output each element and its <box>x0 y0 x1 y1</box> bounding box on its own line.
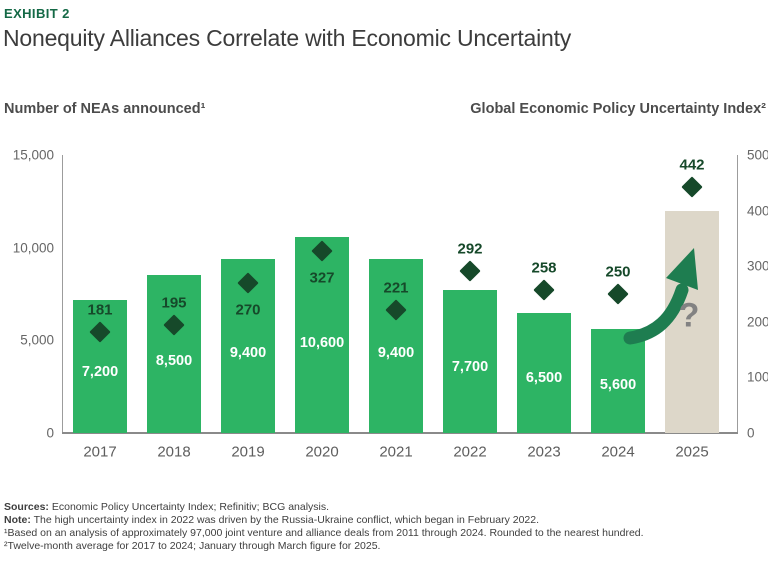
index-value-2024: 250 <box>605 263 631 281</box>
bar-value-2021: 9,400 <box>377 344 415 361</box>
bar-value-2018: 8,500 <box>155 352 193 369</box>
index-value-2022: 292 <box>457 240 483 258</box>
right-axis-line <box>737 155 738 433</box>
index-marker-2023-diamond-icon <box>533 278 555 301</box>
left-axis-line <box>62 155 63 433</box>
index-marker-2022-diamond-icon <box>459 260 481 282</box>
exhibit-label: EXHIBIT 2 <box>4 6 70 21</box>
bar-value-2022: 7,700 <box>451 359 489 376</box>
x-axis-label-2023: 2023 <box>527 443 561 461</box>
x-axis-label-2025: 2025 <box>675 443 709 461</box>
index-value-2023: 258 <box>531 259 557 277</box>
bar-2021 <box>369 258 423 433</box>
bar-2018 <box>147 275 201 433</box>
x-axis-line <box>62 432 738 434</box>
bar-2024 <box>591 329 645 433</box>
right-axis-tick-500: 500 <box>747 147 768 163</box>
x-axis-label-2022: 2022 <box>453 443 487 461</box>
right-axis-tick-100: 100 <box>747 369 768 385</box>
x-axis-label-2024: 2024 <box>601 443 635 461</box>
bar-2023 <box>517 312 571 433</box>
right-axis-title: Global Economic Policy Uncertainty Index… <box>470 101 766 117</box>
index-value-2021: 221 <box>383 279 409 297</box>
left-axis-tick-5,000: 5,000 <box>20 332 54 348</box>
index-value-2017: 181 <box>87 301 113 319</box>
index-marker-2025-diamond-icon <box>681 176 703 198</box>
footer-footnote-2: ²Twelve-month average for 2017 to 2024; … <box>4 540 381 552</box>
index-value-2019: 270 <box>235 301 261 319</box>
x-axis-label-2017: 2017 <box>83 443 117 461</box>
bar-value-2017: 7,200 <box>81 363 119 380</box>
chart-area: ? 15,000 10,000 5,000 0 500 400 300 200 100 0 7,20… <box>12 147 768 461</box>
x-axis-label-2019: 2019 <box>231 443 265 461</box>
left-axis-tick-10,000: 10,000 <box>12 240 54 256</box>
bar-value-2024: 5,600 <box>599 377 637 394</box>
x-axis-label-2018: 2018 <box>157 443 191 461</box>
left-axis-title: Number of NEAs announced¹ <box>4 101 206 117</box>
left-axis-tick-0: 0 <box>46 425 54 441</box>
right-axis-tick-0: 0 <box>747 425 755 441</box>
right-axis-tick-200: 200 <box>747 314 768 330</box>
footer: Sources: Economic Policy Uncertainty Ind… <box>4 501 764 553</box>
left-axis-tick-15,000: 15,000 <box>12 147 54 163</box>
forecast-question-mark: ? <box>678 296 700 335</box>
x-axis-label-2020: 2020 <box>305 443 339 461</box>
footer-footnote-1: ¹Based on an analysis of approximately 9… <box>4 527 644 539</box>
footer-note: Note: The high uncertainty index in 2022… <box>4 514 540 526</box>
index-value-2018: 195 <box>161 294 187 312</box>
right-axis-tick-400: 400 <box>747 203 768 219</box>
bar-value-2023: 6,500 <box>525 369 563 386</box>
right-axis-tick-300: 300 <box>747 258 768 274</box>
bar-2020 <box>295 236 349 433</box>
page-title: Nonequity Alliances Correlate with Econo… <box>3 25 572 51</box>
bar-2022 <box>443 290 497 433</box>
x-axis-label-2021: 2021 <box>379 443 413 461</box>
index-value-2020: 327 <box>309 269 335 287</box>
bar-value-2020: 10,600 <box>299 334 345 351</box>
index-value-2025: 442 <box>679 156 705 174</box>
bar-value-2019: 9,400 <box>229 344 267 361</box>
index-marker-2024-diamond-icon <box>607 283 629 305</box>
footer-sources: Sources: Economic Policy Uncertainty Ind… <box>4 501 330 513</box>
